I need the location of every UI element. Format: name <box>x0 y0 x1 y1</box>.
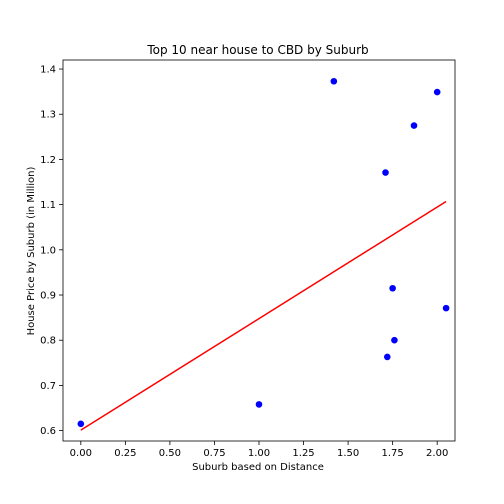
x-tick-label: 0.50 <box>159 448 181 459</box>
x-tick-label: 0.25 <box>114 448 136 459</box>
data-point <box>382 169 389 176</box>
y-tick-label: 1.2 <box>40 155 56 166</box>
x-tick-label: 2.00 <box>426 448 448 459</box>
y-tick-label: 1.1 <box>40 200 56 211</box>
x-tick-label: 0.75 <box>203 448 225 459</box>
data-point <box>410 122 418 129</box>
data-point <box>383 353 391 361</box>
x-tick-label: 1.75 <box>382 448 404 459</box>
data-point <box>442 304 450 312</box>
x-tick-label: 1.00 <box>248 448 270 459</box>
axes-frame <box>62 59 456 442</box>
x-tick-label: 1.50 <box>337 448 359 459</box>
x-tick-label: 0.00 <box>70 448 92 459</box>
trend-line <box>80 200 447 431</box>
plot-area: 0.00 0.25 0.50 0.75 1.00 1.25 1.50 1.75 2.00 0.6 0… <box>40 59 456 459</box>
y-tick-label: 0.6 <box>40 426 56 437</box>
data-point <box>330 77 338 85</box>
data-point <box>389 284 396 292</box>
x-tick-label: 1.25 <box>292 448 314 459</box>
y-axis-label: House Price by Suburb (in Million) <box>26 166 37 335</box>
y-tick-label: 1.4 <box>40 65 56 76</box>
y-tick-label: 1.3 <box>40 110 56 121</box>
data-point <box>255 401 263 408</box>
x-axis-label: Suburb based on Distance <box>192 462 324 473</box>
data-point <box>433 88 441 96</box>
y-tick-label: 1.0 <box>40 245 56 256</box>
y-tick-label: 0.9 <box>40 291 56 302</box>
y-tick-label: 0.8 <box>40 336 56 347</box>
y-tick-label: 0.7 <box>40 381 56 392</box>
data-point <box>77 420 85 428</box>
data-point <box>391 336 398 344</box>
chart-title: Top 10 near house to CBD by Suburb <box>146 43 368 57</box>
